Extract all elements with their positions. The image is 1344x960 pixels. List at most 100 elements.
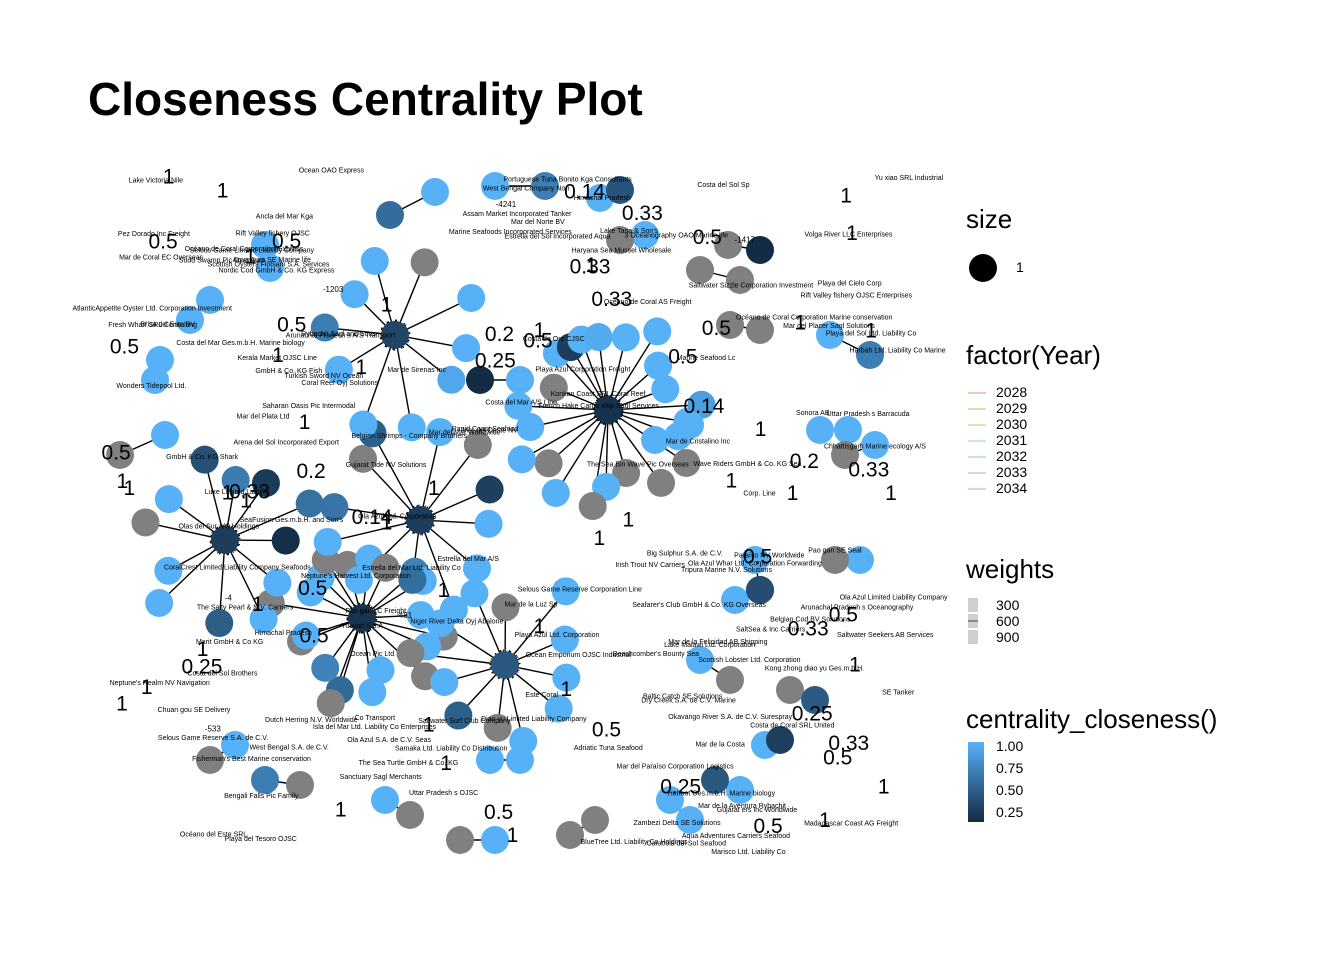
network-edge: [614, 404, 702, 410]
network-node: [578, 492, 607, 521]
node-label: Brisa del Este BV: [140, 321, 195, 328]
edge-label: 1: [840, 185, 852, 208]
network-node: [581, 806, 609, 834]
edge-label: 0.5: [523, 329, 552, 352]
edge-label: 1: [428, 477, 440, 500]
edge-label: 1: [355, 356, 367, 379]
network-node: [481, 826, 509, 854]
edge-label: 0.14: [564, 181, 605, 204]
network-edge: [611, 331, 658, 404]
weights-key-600-line: [968, 620, 978, 622]
network-node: [641, 426, 669, 454]
network-node: [426, 418, 455, 447]
node-label: Playa del Sol Ltd. Liability Co: [826, 331, 917, 338]
node-label: Arena del Sol Incorporated Export: [234, 440, 340, 447]
node-label: Dutch Herring N.V. Worldwide: [265, 717, 358, 724]
legend-size: size 1: [966, 204, 1024, 282]
node-label: GmbH & Co. KG Shark: [166, 454, 238, 461]
legend-size-dot: [969, 254, 997, 282]
node-label: Kong zhong diao yu Ges.m.b.H.: [765, 665, 864, 672]
network-node: [541, 478, 570, 507]
node-label: Saltwater Seekers AB Services: [837, 632, 934, 639]
edge-label: 0.5: [148, 231, 177, 254]
network-node: [612, 459, 641, 488]
edge-label: 1: [381, 511, 393, 534]
network-node: [584, 323, 613, 352]
page-title: Closeness Centrality Plot: [88, 73, 643, 125]
network-node: [106, 441, 134, 469]
legend-year-key: [968, 472, 986, 474]
network-node: [316, 689, 345, 718]
node-label: Saltwater Surf Club Company: [418, 718, 511, 725]
network-node: [716, 311, 744, 339]
network-node: [205, 609, 234, 638]
node-label: GmbH & Co. KG Fish: [255, 368, 322, 375]
node-label: Arunachal Pradesh s Oceanography: [801, 605, 914, 612]
network-node: [507, 445, 536, 474]
node-label: Fisherman's Best Marine conservation: [192, 756, 311, 763]
network-node: [861, 431, 889, 459]
network-node: [816, 321, 844, 349]
node-label: Okavango River S.A. de C.V. Surespray: [668, 714, 792, 721]
node-label: Sonora AB: [796, 410, 830, 417]
network-node: [221, 731, 249, 759]
node-label: Haryana Sea Mussel Wholesale: [572, 248, 672, 255]
node-label: Ola Azul Limited Liability Company: [840, 595, 948, 602]
node-label: Coral Reef Oyj Solutions: [301, 380, 378, 387]
edge-label: 0.5: [753, 815, 782, 838]
legend-year-key: [968, 440, 986, 442]
node-label: Playa Azul Ltd. Corporation: [515, 632, 600, 639]
node-label: Sudd Swamp Pic Overseas: [179, 257, 265, 264]
network-node: [190, 445, 219, 474]
node-label: Costa del Sol Brothers: [187, 671, 258, 678]
network-node: [154, 485, 183, 514]
network-edge: [422, 526, 455, 610]
edge-label: 1: [585, 254, 597, 277]
hub-node: [406, 506, 434, 534]
edge-label: 1: [622, 509, 634, 532]
node-label: Mar de Cristalino Inc: [666, 439, 731, 446]
network-node: [263, 568, 292, 597]
node-label: Playa del Cielo Corp: [818, 281, 882, 288]
node-label: Sanctuary Sagl Merchants: [340, 774, 423, 781]
node-label: Selous Game Limited Liability Company: [190, 247, 315, 254]
node-label: Portuguese Tuna Bonito Kga Consultants: [503, 177, 632, 184]
edge-label: 1: [438, 579, 450, 602]
node-label: Kerala Market OJSC Line: [238, 355, 317, 362]
legend-year-entry: 2034: [996, 480, 1028, 496]
edge-label: 0.5: [743, 545, 772, 568]
network-node: [221, 466, 250, 495]
closeness-colorbar: [968, 742, 984, 822]
node-label: Ola Azul Whar Ltd. Corporation Forwardin…: [688, 560, 822, 567]
edge-label: 0.14: [683, 395, 724, 418]
numeric-label: -4: [225, 594, 233, 603]
network-node: [834, 416, 862, 444]
node-label: Isla del Mar Ltd. Liability Co Enterpris…: [313, 724, 437, 731]
network-node: [371, 786, 399, 814]
network-node: [516, 413, 545, 442]
network-node: [421, 178, 449, 206]
hub-node: [348, 604, 376, 632]
edge-label: 1: [534, 615, 546, 638]
network-node: [313, 527, 342, 556]
network-node: [831, 441, 859, 469]
network-node: [550, 625, 579, 654]
edge-label: 1: [865, 320, 877, 343]
node-label: Bengali Falls Pic Family: [224, 793, 299, 800]
network-edge: [555, 415, 605, 494]
node-label: The Salty Pearl & N.V. Carriers: [197, 605, 294, 612]
network-node: [397, 413, 426, 442]
edge-label: 0.2: [296, 460, 325, 483]
network-graph: Portuguese Tuna Bonito Kga Consultants Wa…: [72, 165, 948, 856]
node-label: Uttar Pradesh s OJSC: [409, 790, 478, 797]
node-label: Neptune's Realm NV Navigation: [110, 680, 210, 687]
network-node: [651, 375, 680, 404]
edge-label: 0.5: [299, 625, 328, 648]
network-edge: [612, 415, 662, 484]
weights-entry-900: 900: [996, 629, 1020, 645]
legend-year-key: [968, 392, 986, 394]
edge-label: 0.33: [591, 288, 632, 311]
network-node: [686, 646, 714, 674]
node-label: Adriatic Tuna Seafood: [574, 745, 643, 752]
node-label: Océano de Coral Corporation Express: [185, 246, 304, 253]
